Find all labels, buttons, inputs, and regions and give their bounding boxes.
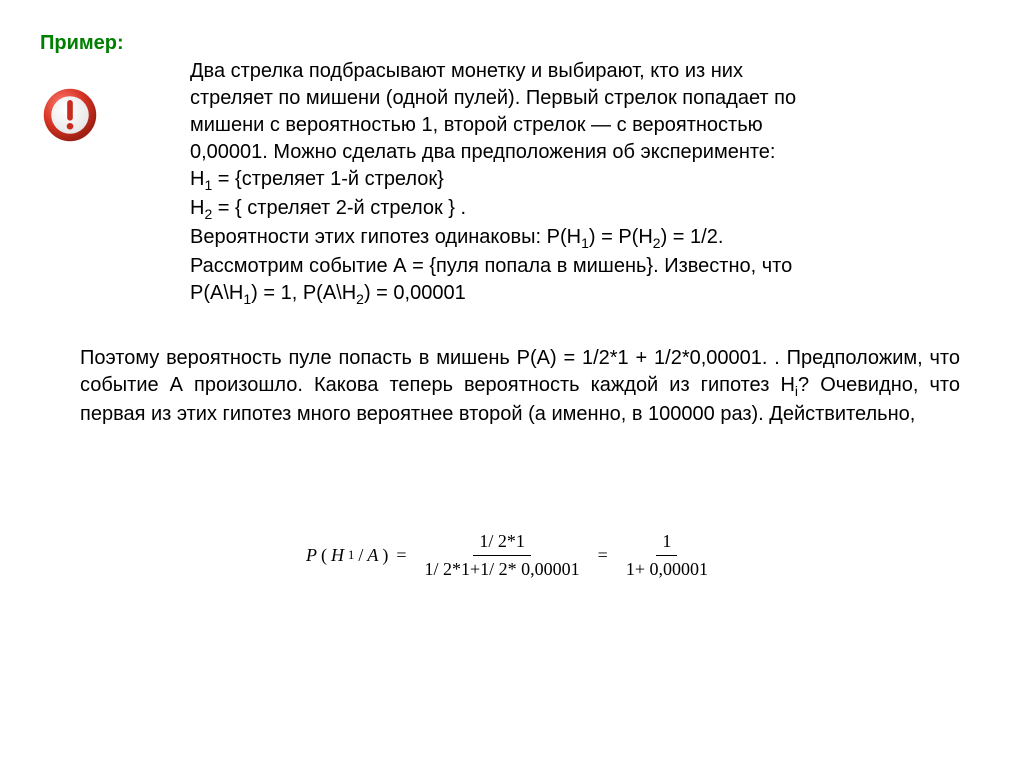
- f-close: ): [382, 545, 388, 566]
- frac1-num: 1/ 2*1: [473, 530, 531, 556]
- page-container: Пример: Два стрелка подбрасывают монетку…: [0, 0, 1024, 767]
- p1-line1: Два стрелка подбрасывают монетку и выбир…: [190, 60, 743, 82]
- f-slash: /: [358, 545, 363, 566]
- p1-l7a: Вероятности этих гипотез одинаковы: Р(Н: [190, 226, 581, 248]
- p1-l9s1: 1: [243, 291, 251, 307]
- p1-l9b: ) = 1, Р(А\Н: [251, 282, 356, 304]
- p1-l7c: ) = 1/2.: [661, 226, 724, 248]
- p1-h2-pre: Н: [190, 197, 204, 219]
- p1-l7s1: 1: [581, 235, 589, 251]
- p1-h2-post: = { стреляет 2-й стрелок } .: [212, 197, 466, 219]
- p1-l8: Рассмотрим событие А = {пуля попала в ми…: [190, 255, 792, 277]
- p1-line2: стреляет по мишени (одной пулей). Первый…: [190, 87, 796, 109]
- p1-l9s2: 2: [356, 291, 364, 307]
- fraction-1: 1/ 2*1 1/ 2*1+1/ 2* 0,00001: [419, 530, 586, 582]
- f-H: H: [331, 545, 344, 566]
- p1-l7s2: 2: [653, 235, 661, 251]
- example-heading: Пример:: [40, 32, 124, 55]
- p1-l7b: ) = Р(Н: [589, 226, 653, 248]
- exclamation-icon: [40, 85, 100, 145]
- p1-l9c: ) = 0,00001: [364, 282, 466, 304]
- p1-h1-pre: Н: [190, 168, 204, 190]
- formula: P(H1 / A) = 1/ 2*1 1/ 2*1+1/ 2* 0,00001 …: [0, 530, 1024, 582]
- p1-h1-post: = {стреляет 1-й стрелок}: [212, 168, 444, 190]
- p1-line4: 0,00001. Можно сделать два предположения…: [190, 141, 775, 163]
- f-eq2: =: [598, 545, 608, 566]
- p1-l9a: Р(А\Н: [190, 282, 243, 304]
- frac1-den: 1/ 2*1+1/ 2* 0,00001: [419, 556, 586, 581]
- paragraph-1: Два стрелка подбрасывают монетку и выбир…: [190, 58, 970, 309]
- paragraph-2: Поэтому вероятность пуле попасть в мишен…: [80, 345, 960, 428]
- fraction-2: 1 1+ 0,00001: [620, 530, 714, 582]
- f-H-sub: 1: [348, 548, 354, 563]
- f-P: P: [306, 545, 317, 566]
- f-A: A: [367, 545, 378, 566]
- f-eq1: =: [396, 545, 406, 566]
- frac2-num: 1: [656, 530, 677, 556]
- f-open: (: [321, 545, 327, 566]
- frac2-den: 1+ 0,00001: [620, 556, 714, 581]
- p1-line3: мишени с вероятностью 1, второй стрелок …: [190, 114, 763, 136]
